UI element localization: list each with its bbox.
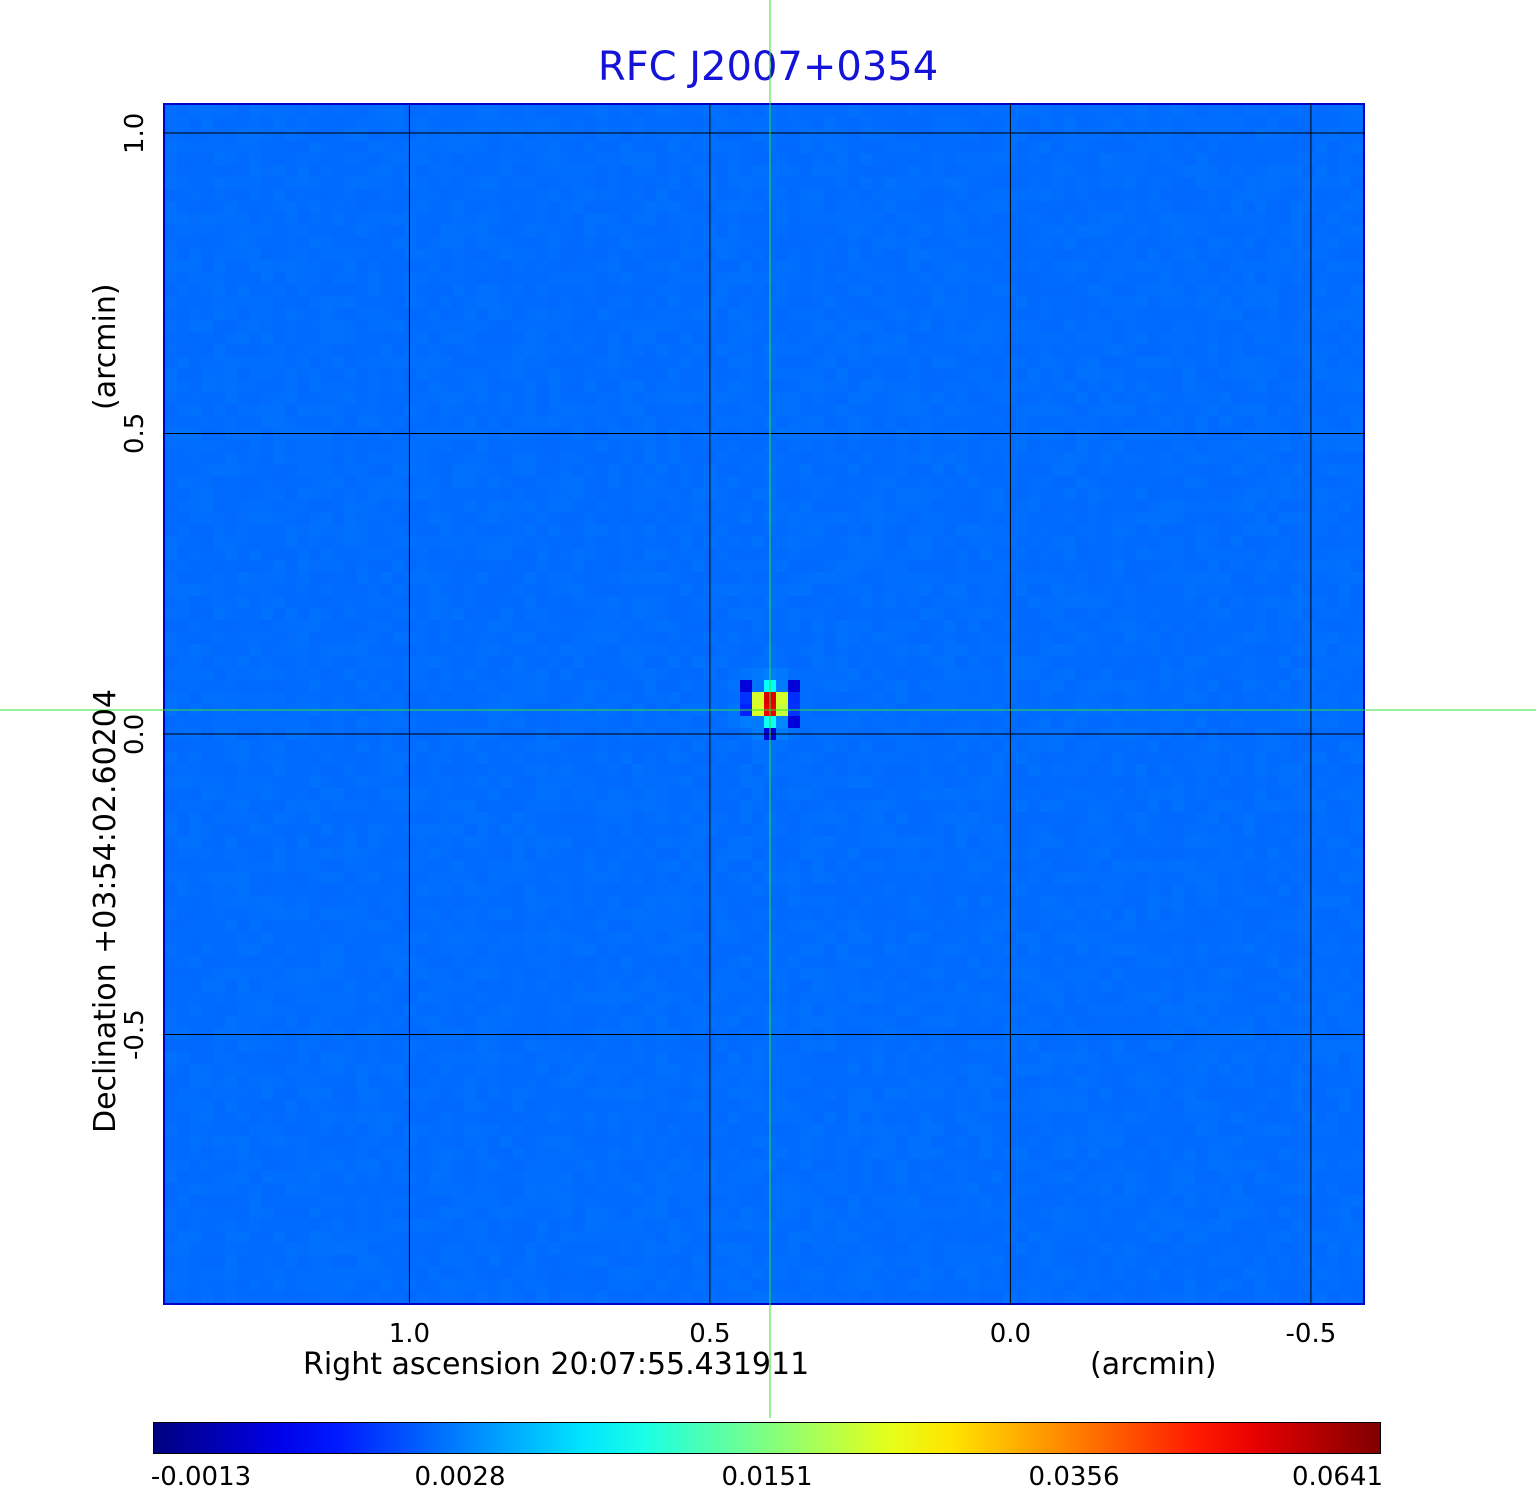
chart-title: RFC J2007+0354 — [597, 44, 939, 90]
y-tick-label: 0.5 — [120, 412, 150, 455]
y-tick-label: 0.0 — [120, 713, 150, 755]
x-tick-label: 1.0 — [388, 1319, 431, 1349]
x-axis-unit: (arcmin) — [1090, 1347, 1217, 1382]
colorbar-tick-label: 0.0641 — [1292, 1462, 1383, 1492]
x-axis-label: Right ascension 20:07:55.431911 — [303, 1347, 810, 1382]
colorbar-tick-label: -0.0013 — [150, 1462, 252, 1492]
colorbar — [153, 1422, 1381, 1454]
y-tick-label: 1.0 — [120, 112, 150, 154]
colorbar-tick-label: 0.0151 — [721, 1462, 813, 1492]
colorbar-tick-label: 0.0028 — [414, 1462, 506, 1492]
intensity-map-pixels — [165, 105, 1363, 1303]
y-axis-unit: (arcmin) — [88, 283, 123, 410]
y-axis-label: Declination +03:54:02.60204 — [88, 689, 123, 1133]
y-tick-label: -0.5 — [120, 1009, 150, 1061]
x-tick-label: -0.5 — [1285, 1319, 1337, 1349]
x-tick-label: 0.0 — [989, 1319, 1032, 1349]
x-tick-label: 0.5 — [689, 1319, 731, 1349]
colorbar-tick-label: 0.0356 — [1028, 1462, 1120, 1492]
intensity-map — [163, 103, 1365, 1305]
